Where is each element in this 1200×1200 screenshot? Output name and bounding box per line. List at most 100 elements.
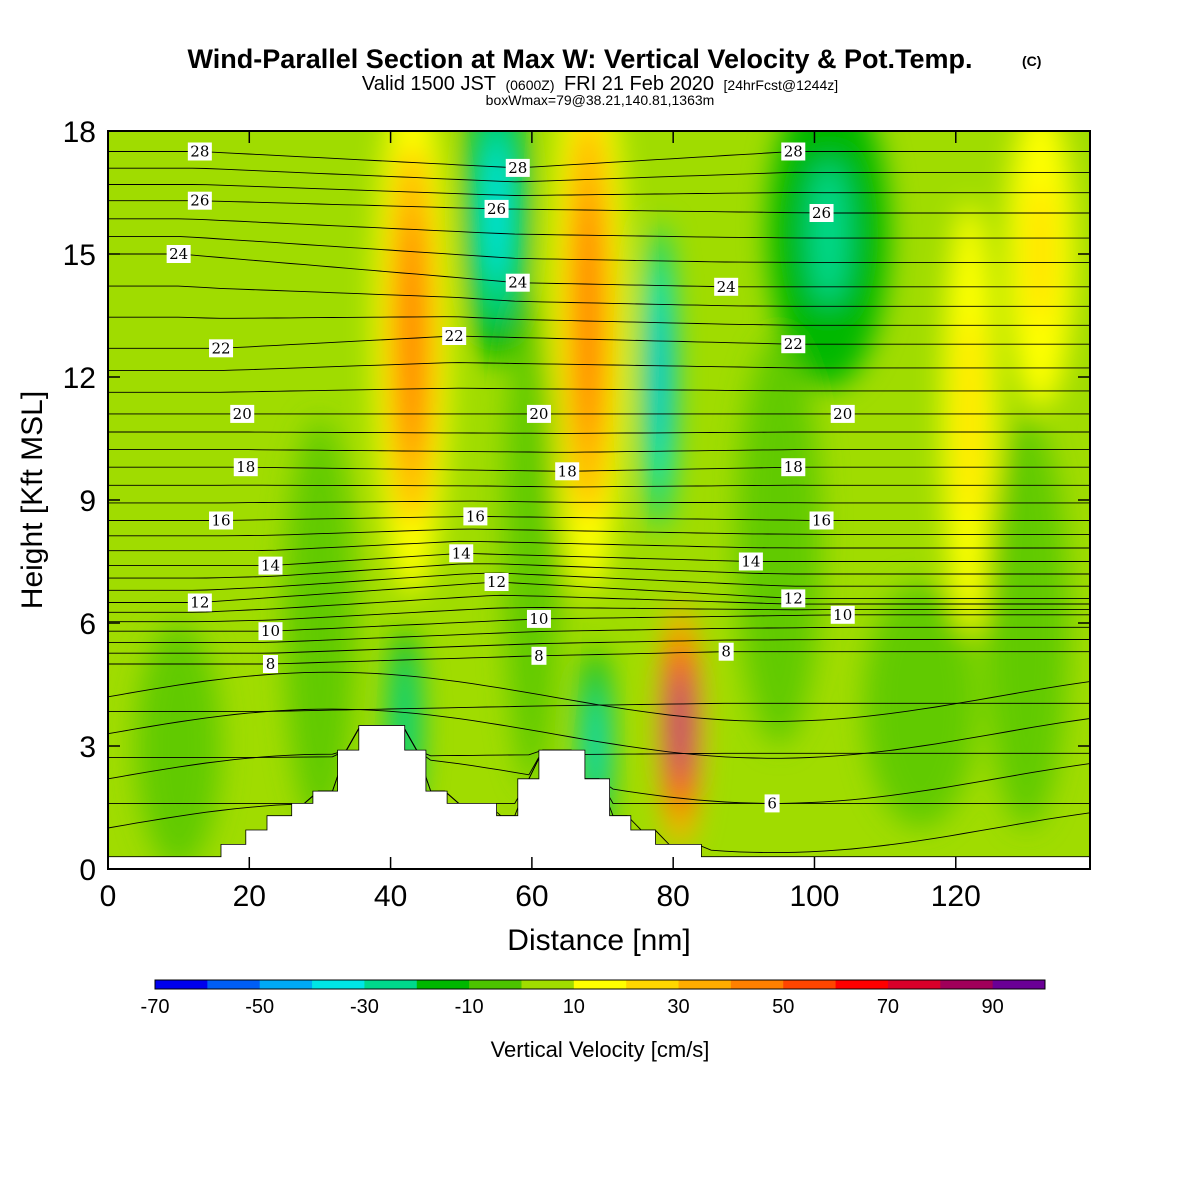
isentrope-22 — [108, 335, 1090, 349]
x-axis-label: Distance [nm] — [507, 924, 690, 957]
isentrope-label-box — [526, 609, 551, 628]
colorbar-swatch — [887, 980, 941, 989]
isentrope-label-box — [531, 646, 547, 665]
isentrope-label-box — [781, 142, 806, 161]
isentrope-label-text: 28 — [784, 143, 803, 161]
isentrope-label-box — [166, 245, 191, 263]
chart-title: Wind-Parallel Section at Max W: Vertical… — [188, 44, 973, 74]
isentrope-label-box — [830, 605, 855, 624]
isentrope-label: 10 — [258, 622, 283, 641]
isentrope-label: 26 — [484, 199, 509, 218]
velocity-core-1 — [576, 186, 601, 445]
velocity-weak-region-5 — [984, 418, 1069, 828]
isentrope-8-10-0.33 — [108, 639, 1090, 654]
isentrope-label-box — [809, 511, 834, 530]
isentrope-label-text: 26 — [812, 204, 831, 222]
x-tick-label: 40 — [374, 880, 407, 913]
velocity-core-5 — [809, 161, 848, 306]
isentrope-label-text: 16 — [466, 507, 485, 525]
isentrope-label-box — [781, 589, 806, 608]
isentrope-label-box — [781, 335, 806, 354]
colorbar-tick-label: 30 — [667, 996, 689, 1018]
terrain — [108, 725, 1090, 869]
colorbar-frame — [154, 979, 1046, 990]
isentrope-10-12-0.33 — [108, 607, 1090, 623]
isentrope-label-text: 24 — [508, 274, 527, 292]
isentrope-label-text: 22 — [211, 339, 230, 357]
isentrope-label-text: 16 — [812, 512, 831, 530]
isentrope-26-28-0.33 — [108, 184, 1090, 196]
subtitle-zulu: (0600Z) — [505, 77, 554, 93]
isentrope-label: 20 — [830, 404, 855, 423]
isentrope-label: 20 — [526, 404, 551, 423]
isentrope-label-text: 14 — [452, 544, 471, 562]
colorbar-swatch — [730, 980, 784, 989]
isentrope-label: 26 — [809, 204, 834, 222]
isentrope-label: 20 — [230, 404, 255, 423]
isentrope-16-18-0.33 — [108, 500, 1090, 504]
isentrope-label: 12 — [781, 589, 806, 608]
colorbar-swatch — [573, 980, 627, 989]
isentrope-20-22-0.33 — [108, 387, 1090, 393]
isentrope-label: 10 — [830, 605, 855, 624]
isentrope-10-12-0.66 — [108, 594, 1090, 613]
isentrope-label: 16 — [463, 507, 488, 526]
isentrope-label-box — [781, 458, 806, 477]
isentrope-label: 14 — [738, 552, 763, 571]
isentrope-label-box — [526, 404, 551, 423]
x-tick-label: 120 — [931, 880, 981, 913]
isentrope-label-box — [442, 327, 467, 345]
isentrope-label-box — [258, 556, 283, 575]
colorbar-swatch — [364, 980, 418, 989]
isentrope-label-text: 16 — [211, 512, 230, 530]
isentrope-low-2 — [108, 708, 1090, 759]
isentrope-label-box — [484, 573, 509, 591]
isentrope-label-box — [738, 552, 763, 571]
isentrope-label-text: 22 — [445, 327, 464, 345]
x-tick-label: 0 — [100, 880, 117, 913]
isentrope-label: 18 — [555, 462, 580, 481]
chart-title-mark: (C) — [1022, 53, 1041, 69]
isentrope-label-box — [718, 642, 734, 661]
y-tick-label: 0 — [79, 854, 96, 887]
isentrope-label-box — [187, 191, 212, 210]
y-tick-label: 6 — [79, 608, 96, 641]
isentrope-20-22-0.66 — [108, 362, 1090, 372]
isentrope-label: 22 — [442, 327, 467, 345]
velocity-weak-region-2 — [503, 295, 561, 787]
colorbar-swatch — [207, 980, 261, 989]
isentrope-label-text: 20 — [529, 405, 548, 423]
isentrope-label: 16 — [809, 511, 834, 530]
colorbar-swatch — [626, 980, 680, 989]
isentrope-label-box — [258, 622, 283, 641]
isentrope-label-box — [484, 199, 509, 218]
chart-subtitle-2: boxWmax=79@38.21,140.81,1363m — [486, 92, 715, 108]
isentrope-label-text: 18 — [236, 458, 255, 476]
y-axis-label: Height [Kft MSL] — [16, 391, 49, 609]
velocity-core-9 — [590, 700, 601, 792]
velocity-core-2 — [673, 668, 688, 783]
colorbar-swatch — [312, 980, 365, 989]
isentrope-28 — [108, 151, 1090, 169]
colorbar-tick-label: 50 — [772, 996, 794, 1018]
isentrope-label-text: 18 — [784, 458, 803, 476]
isentrope-label-text: 14 — [741, 553, 760, 571]
isentrope-label-box — [233, 458, 258, 477]
velocity-weak-region-3 — [736, 336, 822, 746]
colorbar-tick-label: 90 — [982, 996, 1004, 1018]
isentrope-label: 8 — [718, 642, 734, 661]
isentrope-16-18-0.66 — [108, 484, 1090, 488]
x-tick-label: 60 — [515, 880, 548, 913]
isentrope-14-16-0.33 — [108, 540, 1090, 552]
isentrope-label-box — [449, 544, 474, 563]
velocity-core-0 — [399, 215, 424, 457]
colorbar-tick-label: -70 — [141, 996, 170, 1018]
isentrope-label-box — [187, 142, 212, 161]
isentrope-label-text: 10 — [833, 606, 852, 624]
colorbar-swatch — [783, 980, 837, 989]
isentrope-label: 28 — [187, 142, 212, 161]
colorbar-swatch — [992, 980, 1046, 989]
chart-subtitle: Valid 1500 JST (0600Z) FRI 21 Feb 2020 [… — [362, 73, 838, 95]
isentrope-label-text: 8 — [721, 643, 731, 661]
